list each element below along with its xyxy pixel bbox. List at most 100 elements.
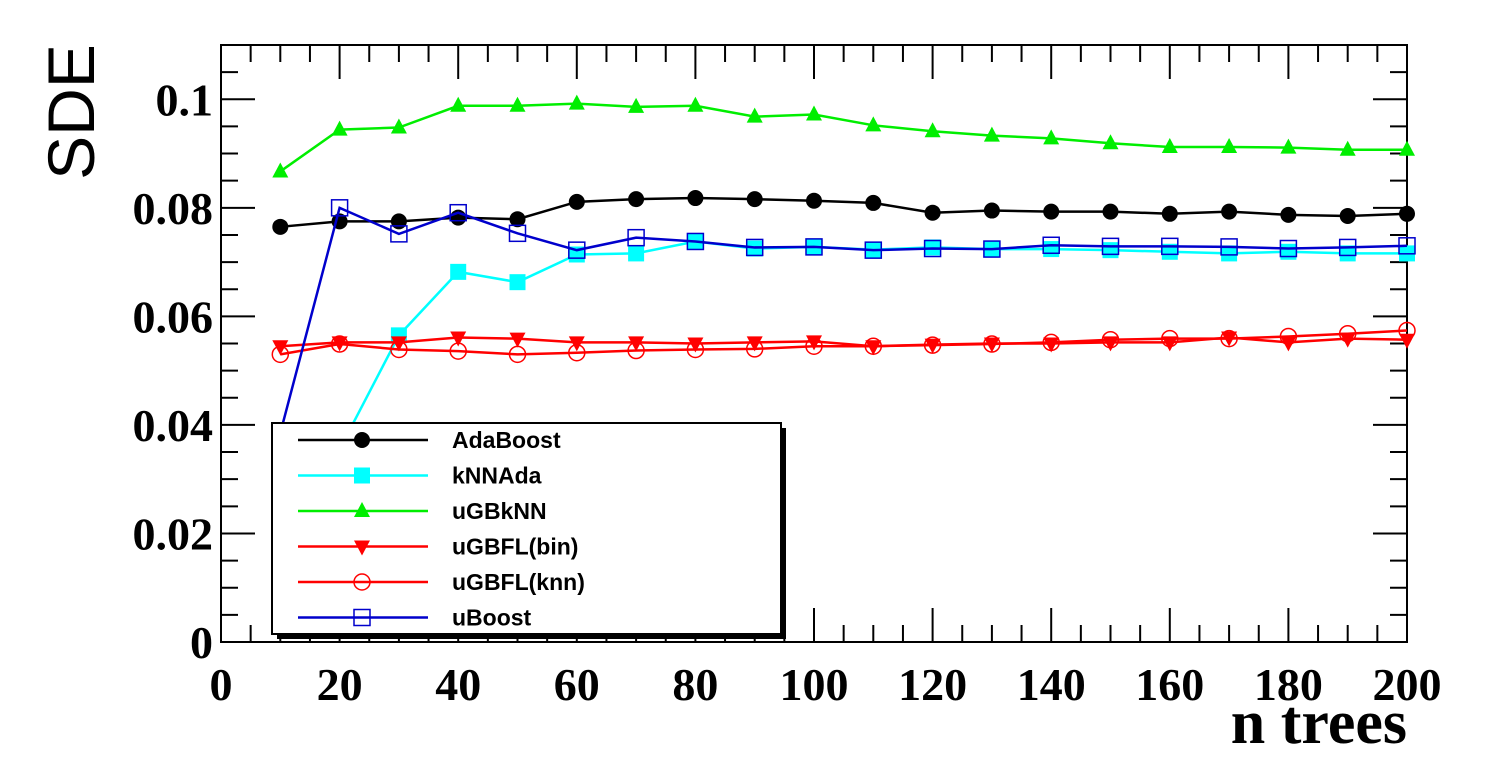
data-point [1221, 203, 1238, 220]
data-point [390, 225, 408, 243]
y-tick-label: 0.04 [133, 400, 214, 451]
y-tick-label: 0 [190, 617, 213, 668]
data-point [687, 190, 704, 207]
data-point [1398, 237, 1416, 255]
x-tick-labels: 0 20 40 60 80 100 120 140 160 180 200 [210, 659, 1442, 710]
data-point [568, 193, 585, 210]
data-point [449, 342, 467, 360]
data-point [627, 228, 645, 247]
data-point [1338, 238, 1357, 257]
data-point [806, 105, 822, 121]
data-point [390, 340, 408, 359]
series-line [280, 196, 1408, 229]
data-point [628, 336, 645, 352]
data-point [1280, 243, 1297, 260]
series-ugbknn [272, 94, 1415, 178]
data-point [686, 232, 705, 251]
legend-label: uGBkNN [452, 498, 547, 524]
y-axis-title: SDE [34, 44, 108, 180]
legend-entry: kNNAda [298, 463, 542, 489]
data-point [1101, 330, 1120, 349]
data-point [865, 340, 882, 356]
data-point [330, 199, 349, 217]
axis-ticks [220, 44, 1408, 643]
x-tick-label: 80 [672, 659, 718, 710]
legend-marker [354, 432, 370, 448]
x-tick-label: 40 [435, 659, 481, 710]
y-tick-label: 0.02 [133, 508, 214, 559]
data-point [1398, 321, 1416, 340]
legend-label: uGBFL(knn) [452, 569, 585, 595]
data-point [449, 203, 467, 222]
data-point [1161, 336, 1178, 352]
x-tick-label: 160 [1135, 659, 1204, 710]
data-point [568, 336, 585, 352]
data-point [1220, 238, 1238, 256]
data-point [1339, 207, 1356, 224]
data-point [627, 341, 645, 360]
series-uboost [271, 199, 1416, 442]
legend-entry: uBoost [298, 605, 532, 631]
data-point [1042, 333, 1060, 352]
data-point [1280, 206, 1297, 223]
data-point [805, 238, 823, 256]
data-point [805, 337, 823, 355]
data-point [628, 191, 645, 208]
x-tick-label: 140 [1017, 659, 1086, 710]
data-point [923, 336, 942, 354]
data-point [865, 194, 882, 211]
series-adaboost [272, 190, 1415, 235]
data-point [508, 345, 527, 364]
data-point [746, 336, 763, 352]
data-point [983, 126, 1000, 142]
legend-marker [353, 573, 371, 591]
data-point [1043, 203, 1060, 220]
data-point [865, 116, 882, 132]
data-point [806, 192, 822, 209]
data-point [864, 337, 883, 355]
data-point [1043, 129, 1060, 145]
series-ugbfl-knn [271, 321, 1416, 364]
data-point [687, 96, 704, 112]
data-point [272, 218, 289, 235]
data-point [1279, 239, 1298, 258]
legend-label: uGBFL(bin) [452, 534, 578, 560]
series-line [279, 206, 1408, 434]
data-point [390, 336, 407, 352]
data-point [568, 241, 586, 259]
data-point [272, 340, 289, 356]
legend-label: AdaBoost [452, 427, 561, 453]
data-point [1161, 329, 1179, 348]
data-point [1161, 205, 1178, 222]
data-point [330, 335, 349, 353]
x-tick-label: 200 [1373, 659, 1442, 710]
data-point [1102, 242, 1119, 259]
data-point [1042, 236, 1060, 255]
data-point [1279, 327, 1298, 346]
data-point [1161, 237, 1179, 256]
data-point [746, 191, 763, 208]
data-point [450, 263, 467, 280]
x-tick-label: 120 [898, 659, 967, 710]
y-tick-label: 0.08 [133, 183, 214, 234]
x-tick-label: 60 [554, 659, 600, 710]
data-point [864, 241, 883, 259]
x-tick-label: 0 [210, 659, 233, 710]
data-point [1043, 241, 1060, 258]
legend-box [271, 422, 782, 635]
data-point [1339, 140, 1356, 156]
legend-label: uBoost [452, 605, 532, 631]
legend-entry: uGBkNN [298, 498, 547, 524]
data-point [1102, 203, 1119, 220]
data-point [272, 162, 289, 178]
data-point [509, 332, 526, 348]
legend-marker [353, 608, 371, 627]
data-point [1221, 138, 1238, 154]
legend-entry: AdaBoost [298, 427, 561, 453]
data-point [983, 335, 1001, 353]
data-point [509, 211, 526, 228]
data-point [1102, 134, 1119, 150]
data-point [1399, 140, 1415, 156]
data-point [271, 345, 290, 364]
